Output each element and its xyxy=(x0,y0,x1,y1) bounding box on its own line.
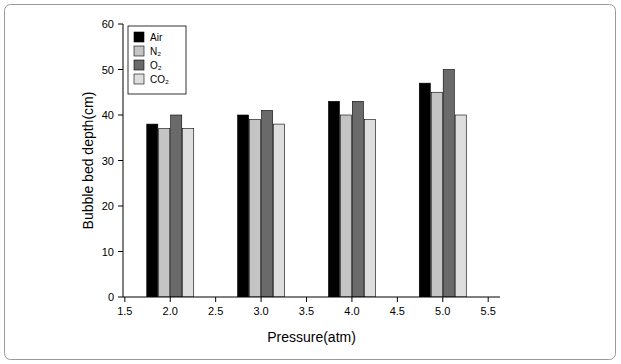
y-tick xyxy=(118,69,123,70)
x-tick-label: 5.0 xyxy=(435,305,450,317)
legend-label: Air xyxy=(150,32,163,43)
y-tick-label: 0 xyxy=(108,291,114,303)
x-tick xyxy=(442,297,443,302)
y-tick-label: 50 xyxy=(102,64,114,76)
legend-swatch xyxy=(134,74,144,84)
y-tick xyxy=(118,297,123,298)
y-tick-label: 30 xyxy=(102,155,114,167)
bar xyxy=(262,110,273,297)
x-tick xyxy=(351,297,352,302)
bar xyxy=(431,92,442,297)
bar xyxy=(171,115,182,297)
bar xyxy=(419,83,430,297)
outer-frame xyxy=(5,5,616,360)
bar xyxy=(455,115,466,297)
bar xyxy=(147,124,158,297)
x-tick-label: 2.5 xyxy=(208,305,223,317)
legend-label: N₂ xyxy=(150,46,161,57)
x-axis-line xyxy=(123,297,500,298)
x-tick-label: 3.0 xyxy=(253,305,268,317)
legend-swatch xyxy=(134,32,144,42)
y-tick xyxy=(118,160,123,161)
legend: Air N₂ O₂ CO₂ xyxy=(128,26,186,94)
x-tick-label: 1.5 xyxy=(117,305,132,317)
bar xyxy=(443,70,454,298)
bar xyxy=(273,124,284,297)
y-tick xyxy=(118,251,123,252)
x-tick-label: 5.5 xyxy=(481,305,496,317)
legend-label: O₂ xyxy=(150,60,162,71)
bar xyxy=(250,120,261,297)
legend-box xyxy=(128,26,186,94)
bar xyxy=(352,101,363,297)
y-tick-label: 60 xyxy=(102,18,114,30)
bar xyxy=(328,101,339,297)
bar xyxy=(364,120,375,297)
x-tick xyxy=(306,297,307,302)
x-tick-label: 4.0 xyxy=(344,305,359,317)
x-tick-label: 2.0 xyxy=(163,305,178,317)
x-tick xyxy=(215,297,216,302)
chart-svg: 0 10 20 30 40 50 60 1.5 2.0 2.5 3.0 3.5 4.0 4.5 5.0 5.5… xyxy=(0,0,621,364)
legend-swatch xyxy=(134,60,144,70)
bar xyxy=(183,129,194,297)
x-tick xyxy=(488,297,489,302)
legend-label: CO₂ xyxy=(150,74,169,85)
x-tick xyxy=(261,297,262,302)
bar xyxy=(340,115,351,297)
x-tick xyxy=(124,297,125,302)
x-tick-label: 4.5 xyxy=(390,305,405,317)
bar xyxy=(159,129,170,297)
y-tick xyxy=(118,206,123,207)
y-axis-title: Bubble bed depth(cm) xyxy=(80,92,96,230)
y-tick-label: 40 xyxy=(102,109,114,121)
x-tick-label: 3.5 xyxy=(299,305,314,317)
bars xyxy=(147,70,467,298)
y-tick-label: 20 xyxy=(102,200,114,212)
bar xyxy=(238,115,249,297)
y-tick-label: 10 xyxy=(102,246,114,258)
y-tick xyxy=(118,115,123,116)
x-tick xyxy=(170,297,171,302)
x-axis-title: Pressure(atm) xyxy=(267,329,356,345)
legend-swatch xyxy=(134,46,144,56)
x-tick xyxy=(397,297,398,302)
y-tick xyxy=(118,24,123,25)
chart-container: 0 10 20 30 40 50 60 1.5 2.0 2.5 3.0 3.5 4.0 4.5 5.0 5.5… xyxy=(0,0,621,364)
